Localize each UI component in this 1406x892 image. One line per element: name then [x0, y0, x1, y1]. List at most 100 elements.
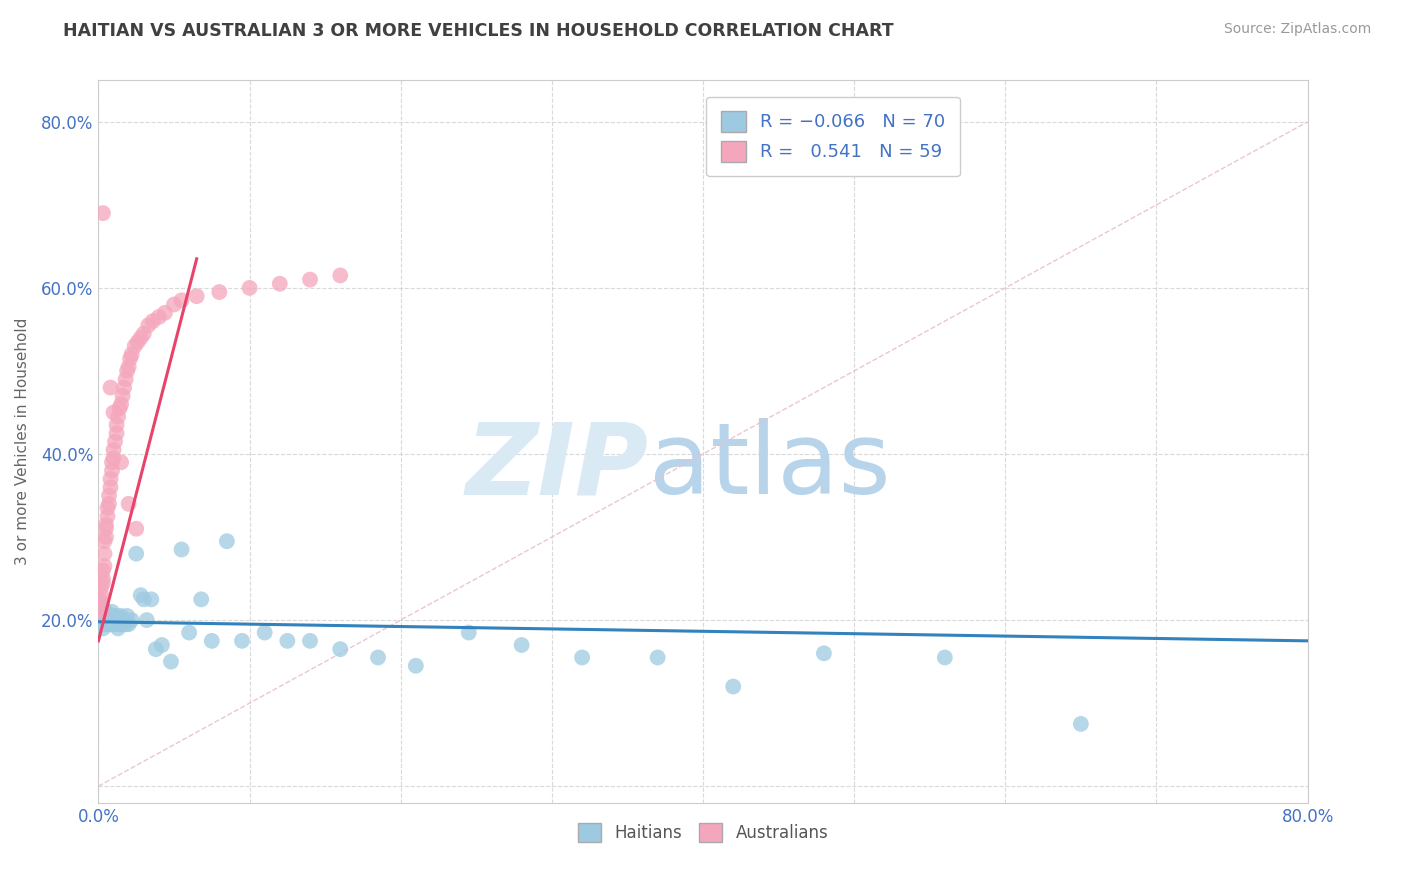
Point	[148, 310, 170, 324]
Point	[111, 389, 134, 403]
Point	[125, 547, 148, 561]
Point	[89, 600, 111, 615]
Point	[110, 397, 132, 411]
Point	[510, 638, 533, 652]
Point	[103, 617, 125, 632]
Point	[141, 592, 163, 607]
Point	[93, 559, 115, 574]
Point	[105, 613, 128, 627]
Point	[98, 497, 121, 511]
Point	[129, 331, 152, 345]
Point	[647, 650, 669, 665]
Point	[96, 613, 118, 627]
Y-axis label: 3 or more Vehicles in Household: 3 or more Vehicles in Household	[15, 318, 30, 566]
Point	[103, 617, 125, 632]
Point	[105, 417, 128, 432]
Point	[103, 451, 125, 466]
Point	[100, 380, 122, 394]
Point	[101, 464, 124, 478]
Point	[89, 600, 111, 615]
Point	[231, 633, 253, 648]
Point	[110, 609, 132, 624]
Point	[103, 405, 125, 419]
Point	[94, 522, 117, 536]
Point	[90, 605, 112, 619]
Point	[299, 633, 322, 648]
Point	[91, 206, 114, 220]
Point	[91, 563, 114, 577]
Point	[329, 268, 352, 283]
Point	[100, 472, 122, 486]
Point	[98, 613, 121, 627]
Point	[94, 530, 117, 544]
Point	[94, 605, 117, 619]
Point	[91, 572, 114, 586]
Point	[215, 534, 238, 549]
Point	[367, 650, 389, 665]
Point	[108, 617, 131, 632]
Point	[94, 517, 117, 532]
Point	[115, 364, 138, 378]
Point	[571, 650, 593, 665]
Point	[101, 455, 124, 469]
Point	[100, 617, 122, 632]
Point	[94, 617, 117, 632]
Text: Source: ZipAtlas.com: Source: ZipAtlas.com	[1223, 22, 1371, 37]
Point	[90, 597, 112, 611]
Point	[132, 326, 155, 341]
Point	[813, 646, 835, 660]
Point	[98, 489, 121, 503]
Point	[107, 621, 129, 635]
Point	[91, 600, 114, 615]
Point	[253, 625, 276, 640]
Point	[186, 289, 208, 303]
Point	[93, 613, 115, 627]
Point	[118, 497, 141, 511]
Point	[100, 609, 122, 624]
Point	[108, 401, 131, 416]
Point	[104, 434, 127, 449]
Point	[93, 547, 115, 561]
Point	[179, 625, 201, 640]
Point	[329, 642, 352, 657]
Point	[124, 339, 146, 353]
Point	[135, 613, 157, 627]
Point	[723, 680, 745, 694]
Point	[457, 625, 479, 640]
Point	[145, 642, 167, 657]
Point	[96, 617, 118, 632]
Point	[150, 638, 173, 652]
Point	[115, 609, 138, 624]
Point	[90, 617, 112, 632]
Point	[934, 650, 956, 665]
Point	[93, 534, 115, 549]
Point	[104, 613, 127, 627]
Point	[112, 613, 135, 627]
Point	[201, 633, 224, 648]
Legend: Haitians, Australians: Haitians, Australians	[571, 816, 835, 848]
Point	[142, 314, 165, 328]
Point	[118, 617, 141, 632]
Point	[153, 306, 176, 320]
Text: atlas: atlas	[648, 418, 890, 516]
Point	[107, 409, 129, 424]
Point	[105, 426, 128, 441]
Point	[103, 609, 125, 624]
Point	[160, 655, 183, 669]
Point	[90, 580, 112, 594]
Point	[96, 609, 118, 624]
Point	[120, 351, 142, 366]
Point	[100, 617, 122, 632]
Point	[98, 617, 121, 632]
Point	[89, 609, 111, 624]
Point	[110, 617, 132, 632]
Point	[125, 522, 148, 536]
Point	[91, 575, 114, 590]
Point	[104, 617, 127, 632]
Point	[112, 380, 135, 394]
Point	[103, 442, 125, 457]
Point	[89, 592, 111, 607]
Point	[269, 277, 291, 291]
Point	[114, 617, 136, 632]
Point	[121, 613, 143, 627]
